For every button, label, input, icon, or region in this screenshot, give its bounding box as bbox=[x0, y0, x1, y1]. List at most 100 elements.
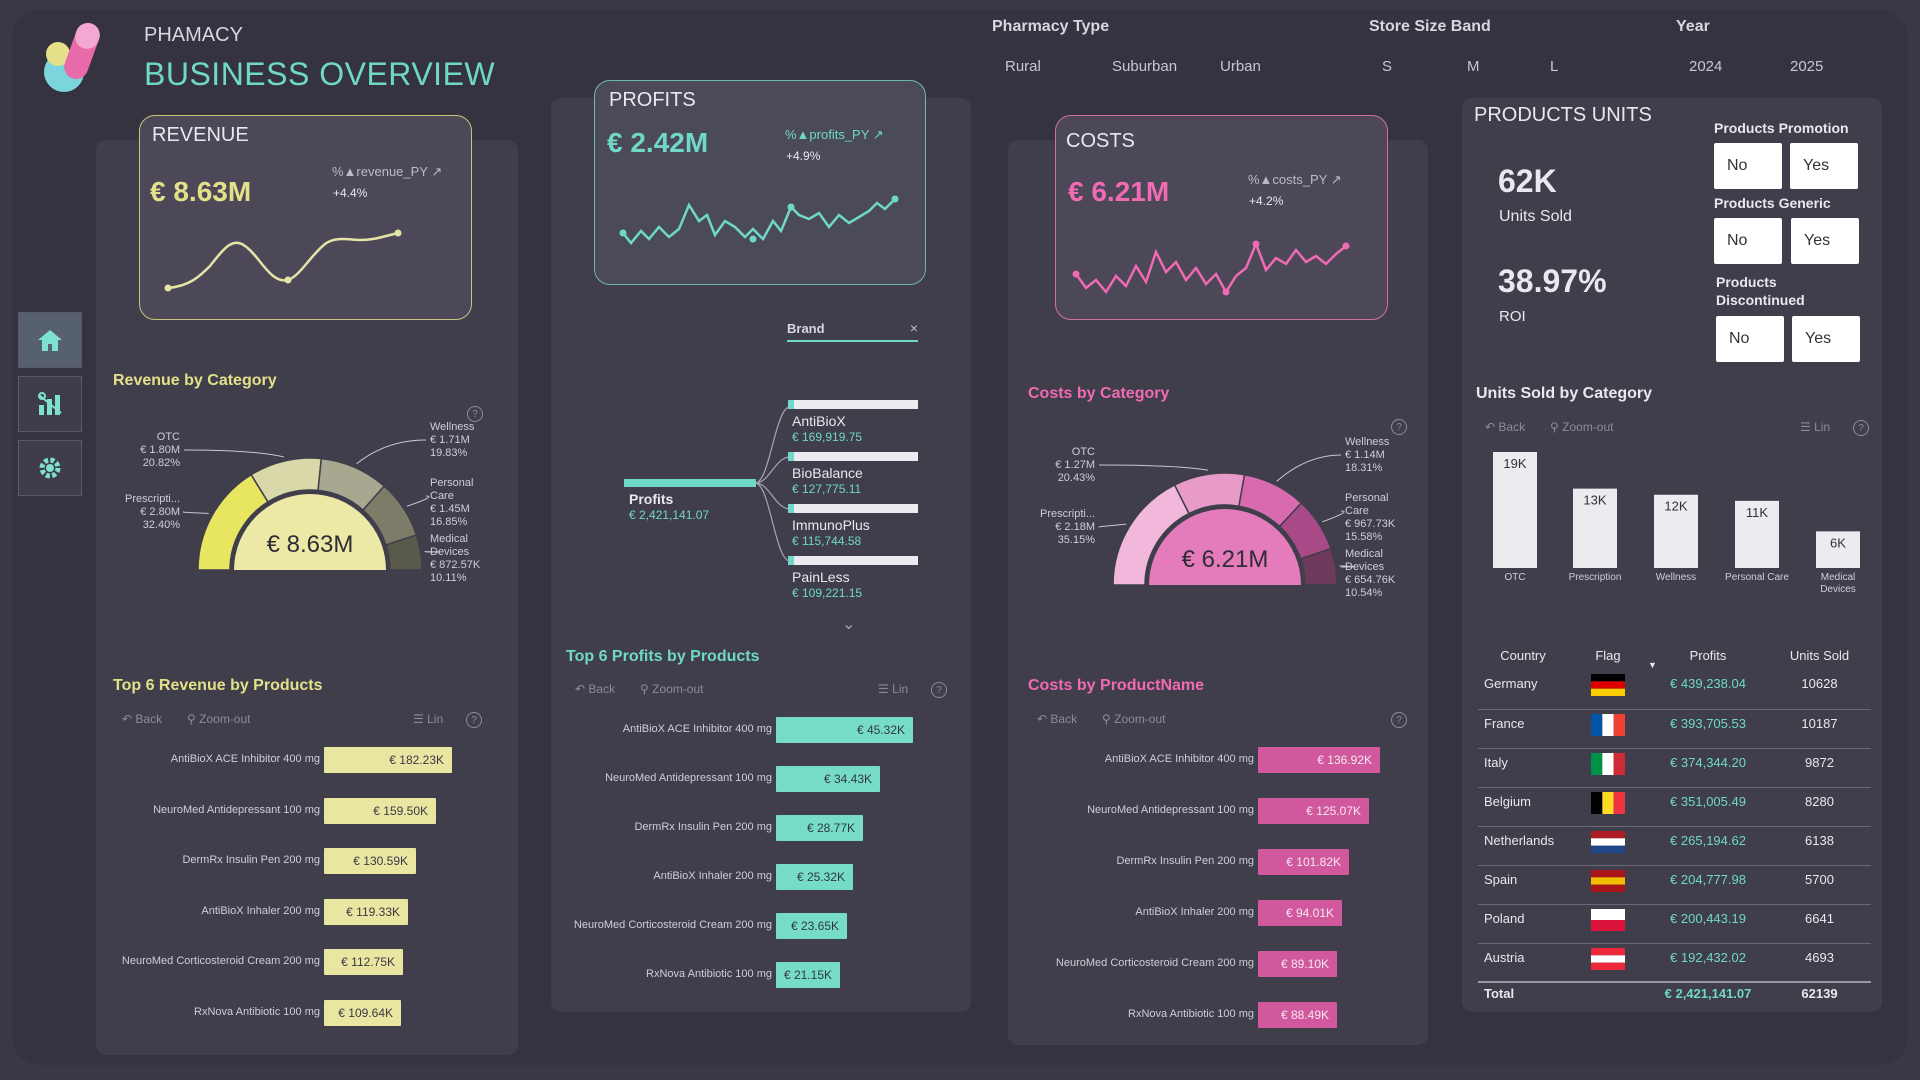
slicer-option-suburban[interactable]: Suburban bbox=[1112, 58, 1178, 75]
bar[interactable]: € 112.75K bbox=[324, 949, 403, 975]
bar[interactable]: € 125.07K bbox=[1258, 798, 1369, 824]
units-bar-value: 13K bbox=[1583, 493, 1606, 508]
bar[interactable]: € 23.65K bbox=[776, 913, 847, 939]
lin-button[interactable]: ☰ Lin bbox=[878, 682, 909, 696]
units-bar[interactable] bbox=[1493, 452, 1537, 568]
back-button[interactable]: ↶ Back bbox=[122, 712, 163, 726]
zoom-out-button[interactable]: ⚲ Zoom-out bbox=[187, 712, 251, 726]
promotion-yes-toggle[interactable]: Yes bbox=[1790, 143, 1858, 189]
decomp-node-bar[interactable] bbox=[788, 556, 918, 565]
back-button[interactable]: ↶ Back bbox=[1485, 420, 1526, 434]
slicer-option-l[interactable]: L bbox=[1550, 58, 1559, 75]
bar[interactable]: € 89.10K bbox=[1258, 951, 1337, 977]
nav-settings-button[interactable] bbox=[18, 440, 82, 496]
col-country[interactable]: Country bbox=[1500, 647, 1546, 663]
table-row[interactable]: Italy € 374,344.20 9872 bbox=[1478, 748, 1871, 787]
trend-arrow-icon: ↗ bbox=[431, 164, 443, 179]
table-row[interactable]: Germany € 439,238.04 10628 bbox=[1478, 670, 1871, 709]
slicer-option-2024[interactable]: 2024 bbox=[1689, 58, 1723, 75]
bar-category-label: AntiBioX ACE Inhibitor 400 mg bbox=[622, 723, 772, 735]
gauge-segment[interactable] bbox=[1299, 547, 1338, 586]
units-bar[interactable] bbox=[1735, 500, 1779, 568]
costs-card-title: COSTS bbox=[1066, 130, 1135, 152]
help-icon[interactable]: ? bbox=[1853, 420, 1869, 436]
country-table: Country Flag Profits Units Sold Germany €… bbox=[1478, 640, 1871, 1004]
close-icon[interactable]: × bbox=[909, 320, 918, 336]
search-icon: ⚲ bbox=[1102, 712, 1111, 726]
back-button[interactable]: ↶ Back bbox=[1037, 712, 1078, 726]
country-cell: Netherlands bbox=[1484, 832, 1555, 848]
decomp-root-bar[interactable] bbox=[624, 479, 756, 487]
promotion-no-toggle[interactable]: No bbox=[1714, 143, 1782, 189]
zoom-out-button[interactable]: ⚲ Zoom-out bbox=[1102, 712, 1166, 726]
brand-filter[interactable]: Brand × bbox=[787, 320, 918, 342]
table-row[interactable]: Belgium € 351,005.49 8280 bbox=[1478, 787, 1871, 826]
decomp-node-bar[interactable] bbox=[788, 504, 918, 513]
gauge-leader-line bbox=[1098, 523, 1127, 528]
decomp-node-bar[interactable] bbox=[788, 452, 918, 461]
zoom-out-button[interactable]: ⚲ Zoom-out bbox=[640, 682, 704, 696]
table-row[interactable]: Poland € 200,443.19 6641 bbox=[1478, 904, 1871, 943]
profits-change: +4.9% bbox=[786, 149, 821, 163]
decomp-node-bar[interactable] bbox=[788, 400, 918, 409]
units-bar[interactable] bbox=[1654, 494, 1698, 568]
bar[interactable]: € 101.82K bbox=[1258, 849, 1349, 875]
year-label: Year bbox=[1676, 18, 1710, 35]
generic-yes-toggle[interactable]: Yes bbox=[1791, 218, 1859, 264]
help-icon[interactable]: ? bbox=[931, 682, 947, 698]
search-icon: ⚲ bbox=[640, 682, 649, 696]
chevron-down-icon[interactable]: ⌄ bbox=[842, 616, 856, 633]
slicer-option-m[interactable]: M bbox=[1467, 58, 1480, 75]
bar[interactable]: € 34.43K bbox=[776, 766, 880, 792]
nav-analytics-button[interactable] bbox=[18, 376, 82, 432]
lin-button[interactable]: ☰ Lin bbox=[1800, 420, 1831, 434]
units-bar[interactable] bbox=[1816, 531, 1860, 568]
bar[interactable]: € 136.92K bbox=[1258, 747, 1380, 773]
col-flag[interactable]: Flag bbox=[1595, 647, 1621, 663]
bar[interactable]: € 159.50K bbox=[324, 797, 436, 824]
bar[interactable]: € 182.23K bbox=[324, 747, 452, 773]
costs-by-product-title: Costs by ProductName bbox=[1028, 677, 1205, 694]
zoom-out-button[interactable]: ⚲ Zoom-out bbox=[1550, 420, 1614, 434]
help-icon[interactable]: ? bbox=[1391, 419, 1407, 435]
help-icon[interactable]: ? bbox=[467, 406, 483, 422]
bar[interactable]: € 28.77K bbox=[776, 815, 863, 841]
discontinued-no-toggle[interactable]: No bbox=[1716, 316, 1784, 362]
gauge-segment[interactable] bbox=[385, 534, 423, 571]
sort-desc-icon[interactable]: ▼ bbox=[1648, 660, 1657, 670]
top-revenue-title: Top 6 Revenue by Products bbox=[113, 677, 323, 694]
units-bar-label: Personal Care bbox=[1725, 572, 1789, 583]
table-row[interactable]: Netherlands € 265,194.62 6138 bbox=[1478, 826, 1871, 865]
bar[interactable]: € 45.32K bbox=[776, 717, 913, 743]
bar[interactable]: € 21.15K bbox=[776, 962, 840, 988]
slicer-option-rural[interactable]: Rural bbox=[1005, 58, 1041, 75]
fr-flag-icon bbox=[1591, 713, 1626, 736]
table-row[interactable]: Austria € 192,432.02 4693 bbox=[1478, 943, 1871, 982]
flag-cell bbox=[1568, 748, 1648, 787]
trend-arrow-icon: ↗ bbox=[872, 127, 884, 142]
gauge-leader-line bbox=[1339, 565, 1356, 568]
generic-no-toggle[interactable]: No bbox=[1714, 218, 1782, 264]
slicer-option-2025[interactable]: 2025 bbox=[1790, 58, 1824, 75]
table-row[interactable]: France € 393,705.53 10187 bbox=[1478, 709, 1871, 748]
table-row[interactable]: Spain € 204,777.98 5700 bbox=[1478, 865, 1871, 904]
units-bar[interactable] bbox=[1573, 488, 1617, 568]
help-icon[interactable]: ? bbox=[466, 712, 482, 728]
lin-button[interactable]: ☰ Lin bbox=[413, 712, 444, 726]
bar[interactable]: € 109.64K bbox=[324, 999, 401, 1026]
bar[interactable]: € 88.49K bbox=[1258, 1002, 1337, 1028]
bar[interactable]: € 130.59K bbox=[324, 848, 416, 874]
discontinued-yes-toggle[interactable]: Yes bbox=[1792, 316, 1860, 362]
profits-cell: € 351,005.49 bbox=[1670, 793, 1746, 809]
bar[interactable]: € 119.33K bbox=[324, 898, 408, 925]
nav-home-button[interactable] bbox=[18, 312, 82, 368]
help-icon[interactable]: ? bbox=[1391, 712, 1407, 728]
back-button[interactable]: ↶ Back bbox=[575, 682, 616, 696]
slicer-option-s[interactable]: S bbox=[1382, 58, 1393, 75]
search-icon: ⚲ bbox=[187, 712, 196, 726]
slicer-option-urban[interactable]: Urban bbox=[1220, 58, 1261, 75]
col-units[interactable]: Units Sold bbox=[1789, 647, 1850, 663]
col-profits[interactable]: Profits bbox=[1689, 647, 1727, 663]
bar[interactable]: € 25.32K bbox=[776, 864, 853, 890]
bar[interactable]: € 94.01K bbox=[1258, 900, 1342, 926]
